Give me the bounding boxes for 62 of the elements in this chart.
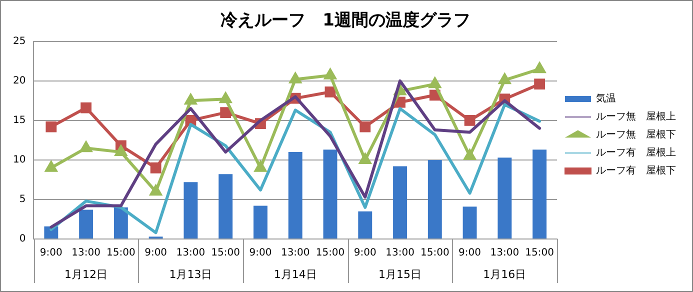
point [220,107,232,118]
bar [218,174,233,238]
point [360,121,371,132]
bar [358,211,372,238]
x-tick-label: 13:00 [490,248,520,259]
point [464,114,476,126]
legend-label: ルーフ有 屋根下 [596,164,676,177]
y-tick-label: 10 [12,154,26,166]
bar [254,206,268,238]
point [44,160,58,172]
point [358,152,372,164]
y-tick-label: 20 [12,76,26,87]
bar [114,207,128,238]
bar [323,150,338,238]
x-tick-label: 9:00 [249,248,272,259]
x-tick-label: 9:00 [40,248,62,259]
x-tick-label: 15:00 [420,248,450,259]
y-tick-label: 0 [19,234,26,245]
text: 1月13日 [169,268,212,281]
text: 1月12日 [64,268,108,281]
legend-label: ルーフ無 屋根上 [596,110,676,123]
point [150,162,162,174]
x-tick-label: 13:00 [280,248,310,259]
x-tick-label: 9:00 [458,248,482,259]
x-tick-label: 13:00 [176,248,206,259]
point [80,102,92,114]
bar [288,152,302,238]
bar [79,210,94,238]
x-tick-label: 15:00 [106,248,136,259]
text: 1月15日 [378,268,422,281]
point [534,78,546,90]
point [254,160,268,172]
chart-title: 冷えルーフ 1週間の温度グラフ [220,10,470,31]
x-tick-label: 13:00 [72,248,100,259]
x-tick-label: 15:00 [211,248,240,259]
y-tick-label: 15 [12,115,26,126]
point [324,86,336,98]
legend-label: 気温 [596,92,616,105]
x-tick-label: 9:00 [354,248,376,259]
text: 1月16日 [483,268,526,281]
legend-label: ルーフ無 屋根下 [596,128,676,141]
point [46,121,57,132]
point [79,140,93,152]
point [219,92,232,104]
x-tick-label: 13:00 [386,248,414,259]
bar [498,158,512,238]
x-tick-label: 9:00 [144,248,168,259]
text: 1月14日 [274,268,317,281]
point [149,184,162,196]
bar [462,206,477,238]
bar [184,182,198,238]
bar [428,160,442,238]
point [463,148,476,160]
y-tick-label: 25 [12,36,26,47]
bar [393,166,407,238]
point [114,144,128,156]
point [184,93,198,105]
y-tick-label: 5 [19,194,26,206]
x-tick-label: 15:00 [316,248,345,259]
legend-label: ルーフ有 屋根上 [596,146,676,159]
x-tick-label: 15:00 [525,248,554,259]
bar [532,150,547,238]
